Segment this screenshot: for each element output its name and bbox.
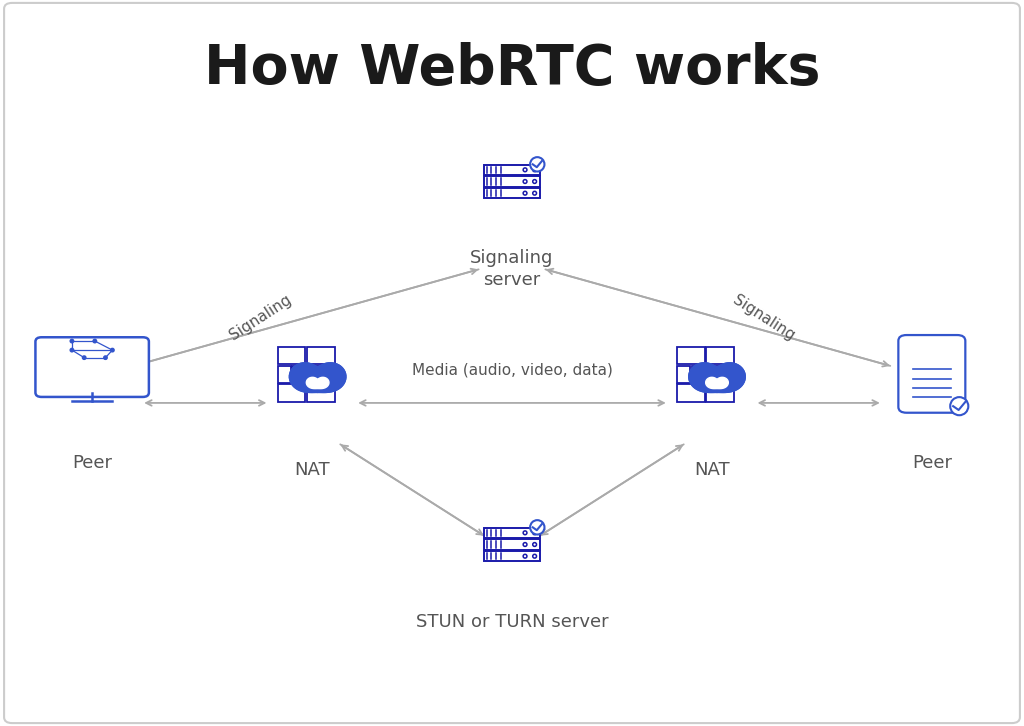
Ellipse shape <box>532 179 537 184</box>
Text: STUN or TURN server: STUN or TURN server <box>416 613 608 632</box>
Bar <box>677 347 705 364</box>
Bar <box>484 188 540 198</box>
Bar <box>307 385 335 402</box>
Ellipse shape <box>82 355 87 360</box>
Ellipse shape <box>530 157 545 171</box>
Text: Signaling
server: Signaling server <box>470 249 554 289</box>
Ellipse shape <box>532 531 537 534</box>
Text: Signaling: Signaling <box>226 292 294 343</box>
Ellipse shape <box>523 179 527 184</box>
Ellipse shape <box>70 338 75 343</box>
Bar <box>278 366 291 383</box>
Ellipse shape <box>532 542 537 547</box>
Text: Media (audio, video, data): Media (audio, video, data) <box>412 363 612 378</box>
Bar <box>677 366 690 383</box>
Ellipse shape <box>103 355 108 360</box>
Polygon shape <box>290 363 346 393</box>
Polygon shape <box>689 363 745 393</box>
Bar <box>721 366 734 383</box>
Ellipse shape <box>523 192 527 195</box>
Bar <box>484 539 540 550</box>
Text: Peer: Peer <box>911 454 952 472</box>
Bar <box>322 366 335 383</box>
Bar <box>484 176 540 187</box>
Ellipse shape <box>523 531 527 534</box>
Bar <box>484 551 540 561</box>
Bar <box>484 528 540 538</box>
Bar <box>278 347 305 364</box>
Ellipse shape <box>523 168 527 171</box>
Text: How WebRTC works: How WebRTC works <box>204 42 820 96</box>
Bar <box>307 347 335 364</box>
Bar <box>707 385 734 402</box>
Ellipse shape <box>92 338 97 343</box>
Ellipse shape <box>532 192 537 195</box>
Polygon shape <box>706 378 728 388</box>
Ellipse shape <box>950 397 969 415</box>
Text: NAT: NAT <box>295 461 330 479</box>
Ellipse shape <box>70 348 75 353</box>
FancyBboxPatch shape <box>898 335 966 412</box>
Text: Signaling: Signaling <box>730 292 798 343</box>
Ellipse shape <box>523 542 527 547</box>
FancyBboxPatch shape <box>4 3 1020 723</box>
Ellipse shape <box>530 520 545 534</box>
Bar <box>278 385 305 402</box>
Bar <box>692 366 720 383</box>
Text: Peer: Peer <box>72 454 113 472</box>
Ellipse shape <box>110 348 115 353</box>
Bar <box>707 347 734 364</box>
Bar <box>677 385 705 402</box>
Ellipse shape <box>523 555 527 558</box>
Ellipse shape <box>532 168 537 171</box>
Text: NAT: NAT <box>694 461 729 479</box>
Ellipse shape <box>532 555 537 558</box>
Bar <box>484 165 540 175</box>
FancyBboxPatch shape <box>36 338 148 397</box>
Bar <box>293 366 321 383</box>
Polygon shape <box>306 378 329 388</box>
